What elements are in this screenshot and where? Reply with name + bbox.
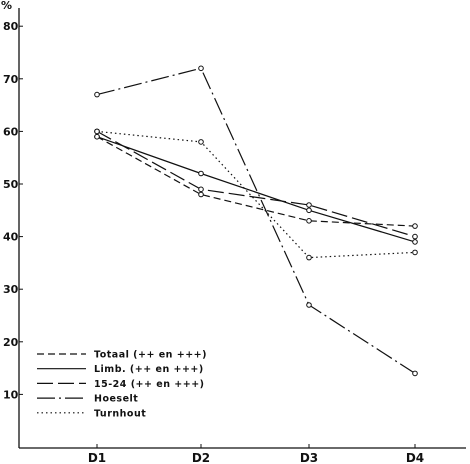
data-point-turnhout xyxy=(412,249,418,256)
data-point-15-24 xyxy=(198,186,204,193)
data-point-limb- xyxy=(94,133,100,140)
x-axis-ticks: D1 D2 D3 D4 xyxy=(88,444,424,464)
data-point-15-24 xyxy=(412,233,418,240)
data-point-hoeselt xyxy=(412,370,418,377)
y-axis-ticks: 10 20 30 40 50 60 70 80 xyxy=(3,20,23,401)
x-tick-label: D1 xyxy=(88,451,106,464)
data-point-turnhout xyxy=(306,254,312,261)
data-point-turnhout xyxy=(198,139,204,145)
series-lines xyxy=(96,67,416,374)
data-point-limb- xyxy=(306,207,312,214)
y-tick-label: 50 xyxy=(3,178,19,191)
data-point-totaal xyxy=(306,218,312,224)
x-tick-label: D3 xyxy=(300,451,318,464)
data-point-turnhout xyxy=(94,128,100,135)
series-line-hoeselt xyxy=(96,67,416,374)
data-point-limb- xyxy=(198,170,204,177)
y-axis-unit-label: % xyxy=(1,0,12,12)
y-tick-label: 60 xyxy=(3,125,19,138)
y-tick-label: 80 xyxy=(3,20,19,33)
data-point-totaal xyxy=(412,223,418,229)
axes: % xyxy=(1,0,466,449)
data-point-hoeselt xyxy=(306,302,312,308)
series-markers xyxy=(94,65,418,377)
data-point-limb- xyxy=(412,239,418,245)
series-line-15-24 xyxy=(96,130,416,238)
y-tick-label: 40 xyxy=(3,231,19,244)
data-point-hoeselt xyxy=(198,65,204,72)
legend-label: Totaal (++ en +++) xyxy=(94,350,207,361)
y-tick-label: 30 xyxy=(3,283,19,296)
series-line-limb- xyxy=(96,136,416,243)
legend-label: Hoeselt xyxy=(94,394,138,405)
x-tick-label: D4 xyxy=(406,451,424,464)
legend-label: Turnhout xyxy=(94,408,146,419)
data-point-15-24 xyxy=(306,202,312,208)
data-point-hoeselt xyxy=(94,91,100,98)
series-line-totaal xyxy=(96,136,416,227)
y-tick-label: 10 xyxy=(3,388,19,401)
y-tick-label: 20 xyxy=(3,336,19,349)
legend: Totaal (++ en +++) Limb. (++ en +++) 15-24… xyxy=(37,350,207,419)
legend-label: Limb. (++ en +++) xyxy=(94,364,204,375)
data-point-totaal xyxy=(198,191,204,198)
legend-label: 15-24 (++ en +++) xyxy=(94,379,205,390)
y-tick-label: 70 xyxy=(3,73,19,86)
series-line-turnhout xyxy=(96,130,416,259)
x-tick-label: D2 xyxy=(192,451,210,464)
